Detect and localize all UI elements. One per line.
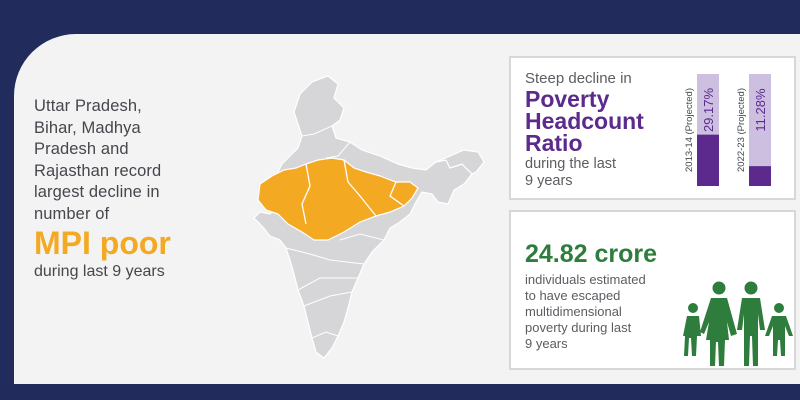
left-panel-tail: during last 9 years xyxy=(34,263,165,280)
escaped-count: 24.82 crore xyxy=(525,240,658,268)
headcount-ratio-box: Steep decline in Poverty Headcount Ratio… xyxy=(509,56,796,200)
infographic-card: Uttar Pradesh, Bihar, Madhya Pradesh and… xyxy=(14,34,800,384)
bar xyxy=(749,166,771,186)
india-map-icon xyxy=(253,75,485,359)
left-panel-text: Uttar Pradesh, Bihar, Madhya Pradesh and… xyxy=(34,97,162,223)
highlighted-states xyxy=(257,157,419,241)
escaped-poverty-box: 24.82 crore individuals estimated to hav… xyxy=(509,210,796,370)
bar-track xyxy=(749,74,771,186)
headcount-pretitle: Steep decline in xyxy=(525,70,632,87)
family-icon xyxy=(683,281,793,366)
bar-category-label: 2013-14 (Projected) xyxy=(684,88,695,172)
bar-value-label: 11.28% xyxy=(753,88,768,132)
family-figures xyxy=(683,281,793,366)
escaped-description: individuals estimated to have escaped mu… xyxy=(525,272,646,351)
bar xyxy=(697,134,719,186)
mpi-poor-highlight: MPI poor xyxy=(34,225,171,261)
headcount-posttitle: during the last 9 years xyxy=(525,156,617,189)
bar-category-label: 2022-23 (Projected) xyxy=(736,88,747,172)
headcount-bar-chart: 29.17% 2013-14 (Projected) 11.28% 2022-23 (… xyxy=(684,74,771,186)
headcount-title: Poverty Headcount Ratio xyxy=(525,86,644,156)
left-panel: Uttar Pradesh, Bihar, Madhya Pradesh and… xyxy=(34,96,234,283)
bar-value-label: 29.17% xyxy=(701,88,716,133)
